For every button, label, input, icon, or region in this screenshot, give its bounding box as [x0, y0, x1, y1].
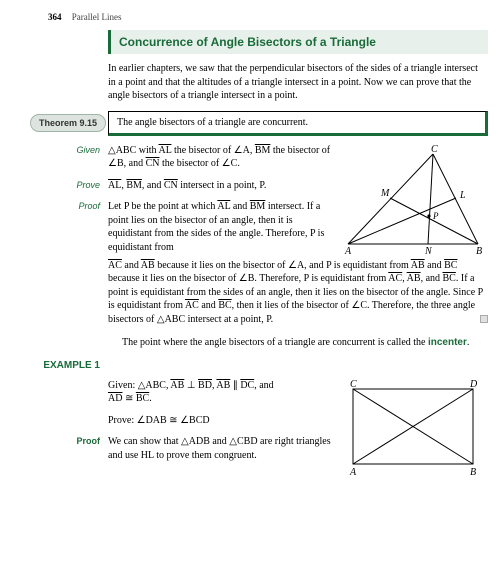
svg-text:N: N: [424, 246, 433, 257]
triangle-diagram: A B C L M N P: [338, 144, 488, 259]
proof-continued: AC and AB because it lies on the bisecto…: [0, 259, 488, 327]
svg-text:L: L: [459, 190, 466, 201]
given-row: Given △ABC with AL the bisector of ∠A, B…: [0, 144, 488, 259]
svg-text:D: D: [469, 379, 478, 390]
example-label: EXAMPLE 1: [0, 360, 108, 371]
svg-text:C: C: [350, 379, 357, 390]
svg-text:A: A: [344, 246, 352, 257]
incenter-paragraph: The point where the angle bisectors of a…: [108, 336, 488, 350]
prove-row-inline: Prove AL, BM, and CN intersect in a poin…: [0, 179, 332, 193]
proof-row-inline: Proof Let P be the point at which AL and…: [0, 200, 332, 254]
svg-text:M: M: [380, 188, 390, 199]
theorem-tag: Theorem 9.15: [0, 111, 108, 136]
svg-text:C: C: [431, 144, 438, 155]
svg-text:A: A: [349, 467, 357, 478]
svg-text:B: B: [476, 246, 482, 257]
proof-label: Proof: [0, 200, 100, 212]
example-body: Given: △ABC, AB ⊥ BD, AB ∥ DC, and AD ≅ …: [0, 379, 488, 479]
page-number: 364: [48, 12, 62, 22]
theorem-row: Theorem 9.15 The angle bisectors of a tr…: [0, 111, 488, 136]
theorem-label: Theorem 9.15: [30, 114, 106, 132]
theorem-box: The angle bisectors of a triangle are co…: [108, 111, 488, 136]
prove-label: Prove: [0, 179, 100, 191]
incenter-term: incenter: [428, 337, 467, 348]
page-header: 364 Parallel Lines: [0, 0, 500, 30]
example-proof-text: We can show that △ADB and △CBD are right…: [108, 436, 331, 461]
qed-icon: [480, 315, 488, 323]
given-text: △ABC with AL the bisector of ∠A, BM the …: [108, 144, 332, 259]
example-proof-label: Proof: [0, 435, 100, 447]
section-title: Concurrence of Angle Bisectors of a Tria…: [108, 30, 488, 54]
rectangle-diagram: A B C D: [338, 379, 488, 479]
svg-text:B: B: [470, 467, 476, 478]
chapter-title: Parallel Lines: [72, 12, 122, 22]
example-header: EXAMPLE 1: [0, 360, 488, 371]
example-given-label: [0, 379, 108, 479]
example-text: Given: △ABC, AB ⊥ BD, AB ∥ DC, and AD ≅ …: [108, 379, 332, 479]
intro-paragraph: In earlier chapters, we saw that the per…: [108, 62, 488, 103]
example-prove: Prove: ∠DAB ≅ ∠BCD: [108, 414, 332, 428]
svg-text:P: P: [432, 211, 439, 221]
proof-text: AC and AB because it lies on the bisecto…: [108, 259, 488, 327]
